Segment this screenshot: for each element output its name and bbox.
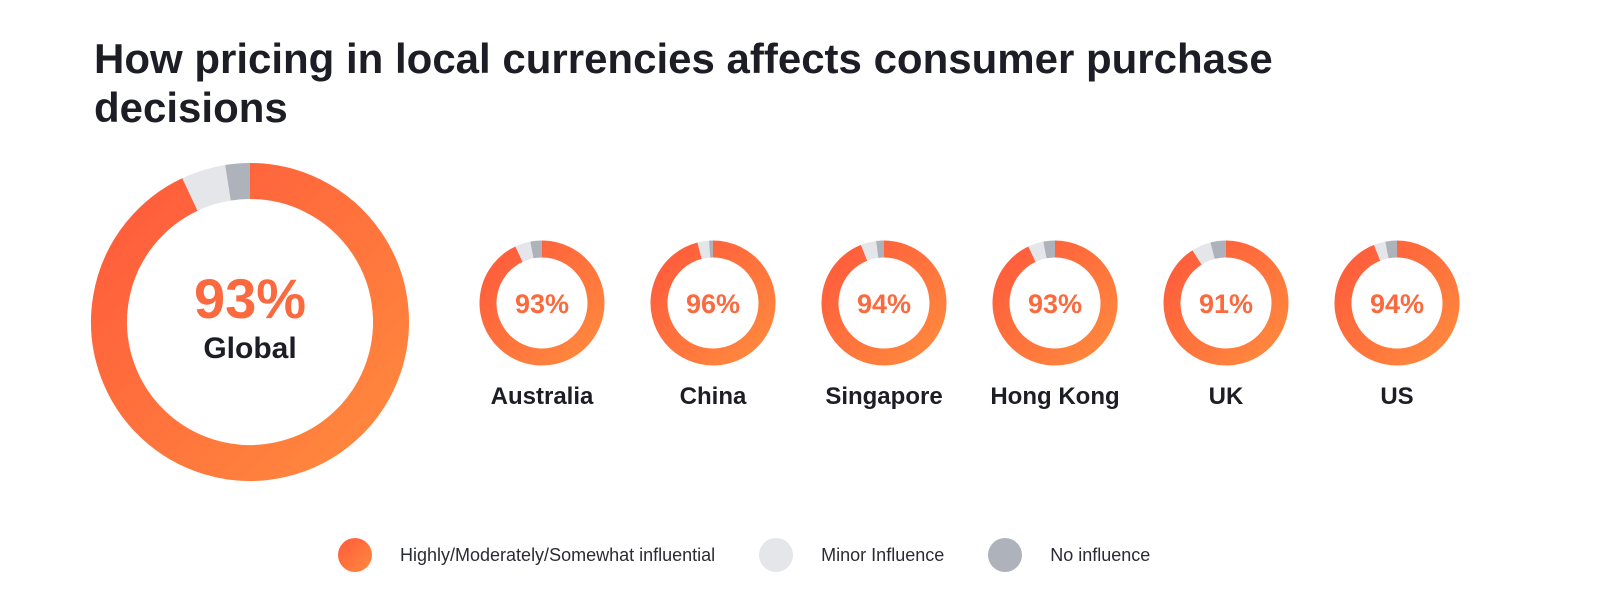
percent-label-hong-kong: 93% [1028,289,1082,319]
legend-swatch-none [988,538,1023,572]
percent-label-china: 96% [686,289,740,319]
slice-us-influential [1334,240,1460,366]
slice-australia-influential [479,240,605,366]
legend-label-influential: Highly/Moderately/Somewhat influential [400,544,716,565]
slice-australia-none [530,240,543,259]
slice-us-minor [1373,241,1389,261]
legend-item-none: No influence [988,538,1150,572]
slice-china-influential [650,240,776,366]
donut-singapore: 94% Singapore [821,240,947,410]
slice-china-minor [697,240,711,259]
percent-label-singapore: 94% [857,289,911,319]
legend-item-influential: Highly/Moderately/Somewhat influential [338,538,715,572]
slice-global-minor [182,164,232,211]
slice-singapore-influential [821,240,947,366]
region-label-us: US [1380,383,1413,410]
slice-hong-kong-influential [992,240,1118,366]
donut-us: 94% US [1334,240,1460,410]
slice-us-none [1385,240,1398,259]
percent-label-us: 94% [1370,289,1424,319]
slice-hong-kong-minor [1028,241,1047,262]
chart-title: How pricing in local currencies affects … [94,35,1273,131]
slice-global-none [225,163,251,201]
slice-uk-none [1210,240,1227,259]
donut-global: 93%Global [91,163,409,481]
donut-charts: 93%Global93%Australia96%China94%Singapor… [91,163,1460,481]
percent-label-uk: 91% [1199,289,1253,319]
slice-uk-influential [1163,240,1289,366]
region-label-australia: Australia [491,383,594,410]
percent-label-global: 93% [194,267,306,330]
legend-label-none: No influence [1050,544,1151,565]
region-label-hong-kong: Hong Kong [990,383,1119,410]
region-label-global: Global [203,332,296,365]
region-label-china: China [680,383,747,410]
legend-swatch-minor [759,538,794,572]
donut-australia: 93% Australia [479,240,605,410]
donut-hong-kong: 93% Hong Kong [990,240,1120,410]
legend-swatch-influential [338,538,372,572]
legend-label-minor: Minor Influence [821,544,945,565]
legend: Highly/Moderately/Somewhat influential M… [338,537,1194,573]
slice-uk-minor [1192,242,1215,265]
slice-singapore-minor [860,240,879,261]
slice-global-influential [91,163,409,481]
percent-label-australia: 93% [515,289,569,319]
donut-uk: 91% UK [1163,240,1289,410]
donut-china: 96% China [650,240,776,410]
legend-item-minor: Minor Influence [759,538,944,572]
region-label-uk: UK [1209,383,1244,410]
slice-hong-kong-none [1043,240,1056,259]
slice-australia-minor [515,241,534,262]
region-label-singapore: Singapore [825,383,942,410]
